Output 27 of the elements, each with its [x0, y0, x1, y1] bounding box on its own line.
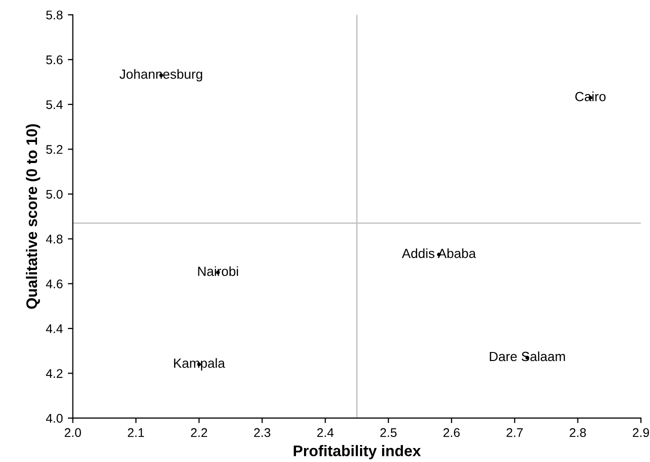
y-tick-label: 5.8 — [46, 10, 63, 20]
y-tick-label: 5.4 — [46, 100, 63, 110]
x-tick-label: 2.3 — [254, 428, 270, 438]
annotation: Dare Salaam — [490, 351, 565, 362]
annotation: Johannesburg — [120, 69, 202, 82]
y-tick-label: 4.8 — [46, 234, 63, 244]
y-axis-title: Qualitative score (0 to 10) — [26, 124, 40, 309]
annotation: Kampala — [174, 358, 226, 370]
x-tick-label: 2.4 — [317, 428, 334, 437]
annotation: Nairobi — [198, 266, 238, 276]
y-tick-label: 4.2 — [46, 369, 62, 378]
y-tick-label: 4.0 — [46, 414, 63, 423]
x-tick-label: 2.2 — [190, 428, 208, 437]
x-tick-label: 2.0 — [64, 428, 81, 438]
y-tick-label: 5.6 — [46, 55, 63, 64]
y-tick-label: 4.4 — [46, 324, 63, 334]
y-tick-label: 4.6 — [46, 279, 63, 288]
annotation: Addis Ababa — [402, 248, 476, 258]
x-tick-label: 2.5 — [380, 428, 397, 438]
x-tick-label: 2.8 — [570, 428, 586, 438]
x-tick-label: 2.7 — [506, 428, 523, 437]
x-axis-title: Profitability index — [294, 445, 421, 460]
y-tick-label: 5.0 — [46, 190, 63, 199]
y-tick-label: 5.2 — [46, 145, 62, 154]
x-tick-label: 2.6 — [443, 428, 460, 438]
x-tick-label: 2.9 — [632, 428, 649, 438]
x-tick-label: 2.1 — [128, 428, 144, 437]
